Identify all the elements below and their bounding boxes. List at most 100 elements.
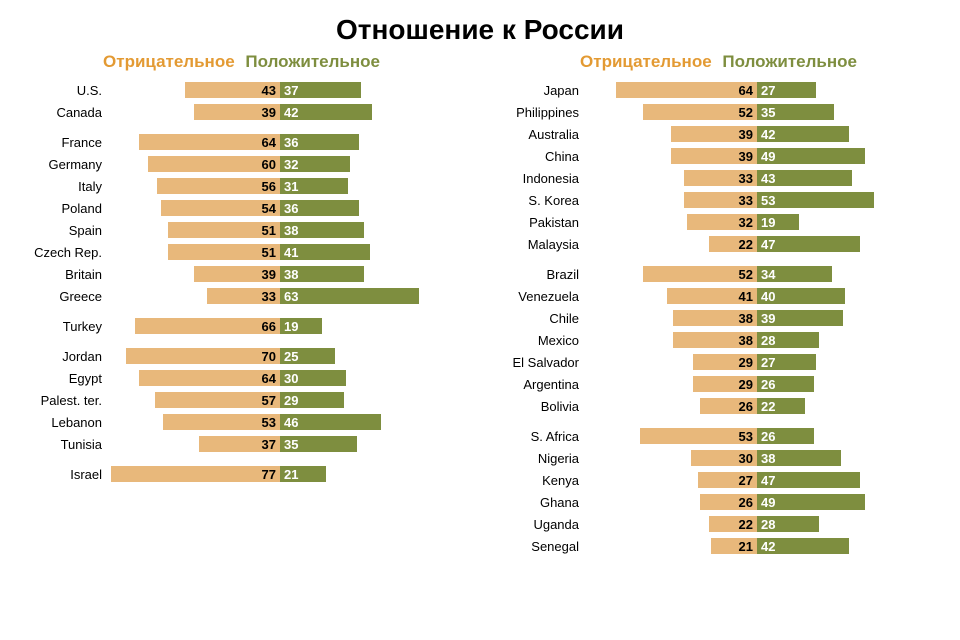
bar-negative: 39 [194, 104, 280, 120]
value-positive: 29 [284, 393, 298, 408]
bar-positive: 49 [757, 494, 865, 510]
bar-positive: 42 [757, 538, 849, 554]
bar-positive: 35 [280, 436, 357, 452]
country-label: Ghana [485, 495, 585, 510]
legend-positive: Положительное [722, 52, 857, 71]
bar-negative: 33 [684, 170, 757, 186]
bar-container: 6436 [108, 134, 475, 150]
country-label: Malaysia [485, 237, 585, 252]
bar-container: 3219 [585, 214, 952, 230]
bar-container: 3942 [108, 104, 475, 120]
bar-positive: 26 [757, 428, 814, 444]
bar-negative: 38 [673, 310, 757, 326]
value-negative: 56 [262, 179, 276, 194]
bar-negative: 52 [643, 266, 757, 282]
bar-negative: 29 [693, 354, 757, 370]
bar-container: 64 27 [585, 82, 952, 98]
bar-container: 57 29 [108, 392, 475, 408]
bar-negative: 39 [671, 148, 757, 164]
country-label: U.S. [8, 83, 108, 98]
value-negative: 53 [262, 415, 276, 430]
bar-positive: 53 [757, 192, 874, 208]
bar-container: 26 22 [585, 398, 952, 414]
country-label: Philippines [485, 105, 585, 120]
country-label: Poland [8, 201, 108, 216]
chart-columns: Отрицательное Положительное U.S.4337Cana… [0, 52, 960, 566]
value-negative: 43 [262, 83, 276, 98]
bar-negative: 27 [698, 472, 757, 488]
bar-container: 29 27 [585, 354, 952, 370]
bar-positive: 38 [280, 222, 364, 238]
value-negative: 26 [739, 399, 753, 414]
bar-negative: 77 [111, 466, 280, 482]
value-positive: 41 [284, 245, 298, 260]
bar-container: 3038 [585, 450, 952, 466]
value-positive: 19 [761, 215, 775, 230]
bar-negative: 51 [168, 222, 280, 238]
value-negative: 38 [739, 311, 753, 326]
bar-positive: 22 [757, 398, 805, 414]
value-positive: 26 [761, 429, 775, 444]
chart-row: China3949 [485, 146, 952, 166]
bar-negative: 53 [640, 428, 757, 444]
value-positive: 35 [761, 105, 775, 120]
bar-container: 2926 [585, 376, 952, 392]
bar-negative: 53 [163, 414, 280, 430]
bar-negative: 33 [684, 192, 757, 208]
bar-container: 2228 [585, 516, 952, 532]
bar-positive: 29 [280, 392, 344, 408]
chart-row: Uganda2228 [485, 514, 952, 534]
country-label: Venezuela [485, 289, 585, 304]
chart-row: France6436 [8, 132, 475, 152]
value-negative: 38 [739, 333, 753, 348]
value-negative: 27 [739, 473, 753, 488]
value-positive: 32 [284, 157, 298, 172]
chart-group: Japan6427Philippines5235Australia3942Chi… [485, 80, 952, 254]
value-positive: 27 [761, 83, 775, 98]
chart-row: Lebanon5346 [8, 412, 475, 432]
country-label: Kenya [485, 473, 585, 488]
bar-positive: 41 [280, 244, 370, 260]
bar-positive: 27 [757, 354, 816, 370]
right-chart-body: Japan6427Philippines5235Australia3942Chi… [485, 80, 952, 566]
country-label: Germany [8, 157, 108, 172]
value-negative: 60 [262, 157, 276, 172]
bar-positive: 38 [280, 266, 364, 282]
bar-positive: 19 [280, 318, 322, 334]
value-positive: 46 [284, 415, 298, 430]
bar-negative: 38 [673, 332, 757, 348]
country-label: Senegal [485, 539, 585, 554]
chart-row: Greece3363 [8, 286, 475, 306]
chart-row: Tunisia3735 [8, 434, 475, 454]
country-label: Egypt [8, 371, 108, 386]
value-positive: 21 [284, 467, 298, 482]
bar-container: 3828 [585, 332, 952, 348]
chart-group: Brazil5234Venezuela4140Chile3839Mexico38… [485, 264, 952, 416]
bar-container: 5436 [108, 200, 475, 216]
chart-row: Mexico3828 [485, 330, 952, 350]
value-negative: 26 [739, 495, 753, 510]
bar-negative: 52 [643, 104, 757, 120]
bar-negative: 39 [194, 266, 280, 282]
left-chart-body: U.S.4337Canada3942France6436Germany6032I… [8, 80, 475, 494]
value-negative: 51 [262, 245, 276, 260]
country-label: Brazil [485, 267, 585, 282]
bar-negative: 29 [693, 376, 757, 392]
bar-container: 7025 [108, 348, 475, 364]
chart-group: France6436Germany6032Italy5631Poland5436… [8, 132, 475, 306]
bar-negative: 64 [616, 82, 757, 98]
value-positive: 27 [761, 355, 775, 370]
country-label: Australia [485, 127, 585, 142]
value-negative: 33 [739, 171, 753, 186]
bar-positive: 28 [757, 516, 819, 532]
bar-positive: 63 [280, 288, 419, 304]
country-label: Czech Rep. [8, 245, 108, 260]
value-positive: 43 [761, 171, 775, 186]
bar-positive: 34 [757, 266, 832, 282]
country-label: Israel [8, 467, 108, 482]
country-label: Palest. ter. [8, 393, 108, 408]
value-positive: 38 [761, 451, 775, 466]
value-negative: 57 [262, 393, 276, 408]
bar-positive: 19 [757, 214, 799, 230]
value-positive: 19 [284, 319, 298, 334]
